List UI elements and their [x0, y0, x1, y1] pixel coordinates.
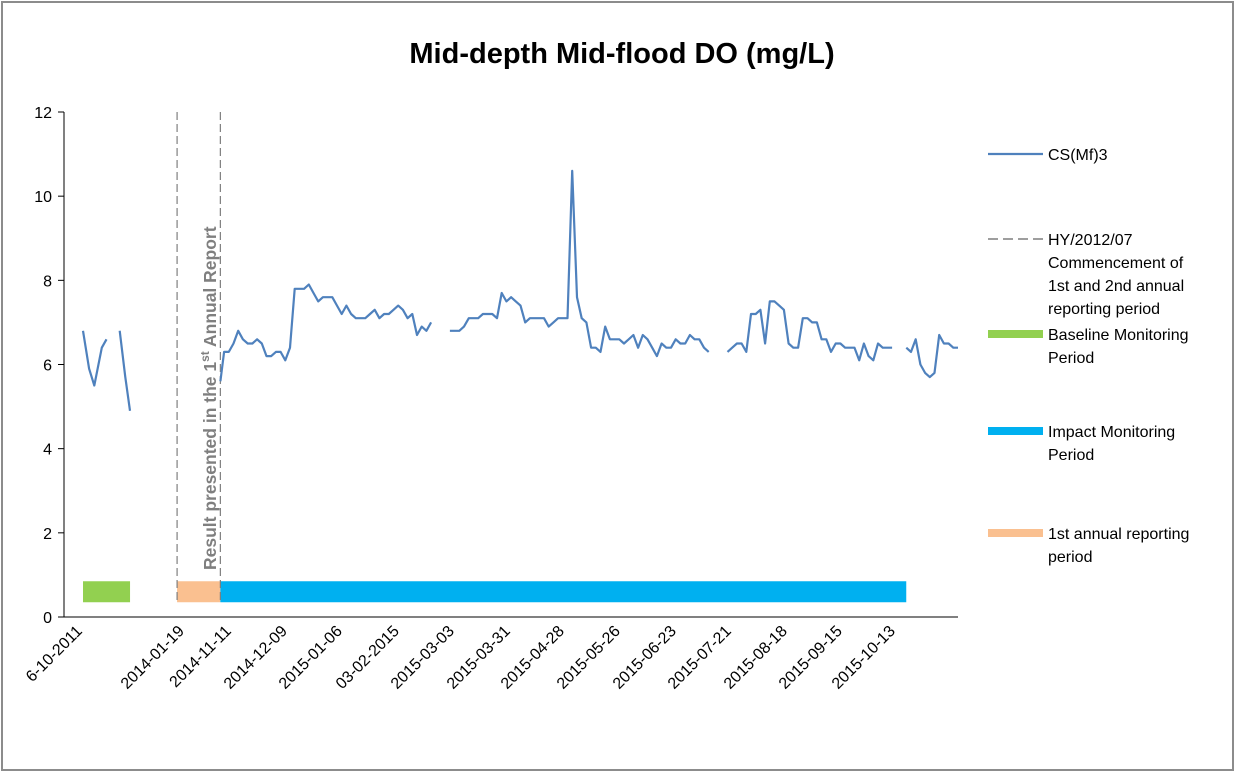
legend-label: CS(Mf)3: [1048, 147, 1108, 164]
annotation-text-main: Result presented in the 1: [200, 362, 220, 570]
y-tick-label: 10: [34, 189, 52, 206]
annotation-text-end: Annual Report: [200, 226, 220, 351]
legend-swatch-bar: [988, 529, 1043, 537]
period-bar: [220, 581, 907, 603]
series-line-segment: [118, 330, 132, 411]
series-line-segment: [726, 300, 893, 362]
legend-label: HY/2012/07: [1048, 232, 1133, 249]
y-tick-label: 8: [43, 273, 52, 290]
legend-label: Period: [1048, 447, 1094, 464]
series-line-segment: [81, 330, 108, 387]
legend-swatch-bar: [988, 427, 1043, 435]
y-tick-label: 12: [34, 105, 52, 122]
legend-label: reporting period: [1048, 301, 1160, 318]
annotation-text: Result presented in the 1st Annual Repor…: [198, 226, 220, 570]
legend-label: Commencement of: [1048, 255, 1184, 272]
y-tick-label: 6: [43, 358, 52, 375]
series-line-segment: [219, 283, 433, 382]
legend-swatch-bar: [988, 330, 1043, 338]
legend-label: period: [1048, 549, 1092, 566]
y-tick-label: 2: [43, 526, 52, 543]
legend-label: Baseline Monitoring: [1048, 327, 1189, 344]
annotation: Result presented in the 1st Annual Repor…: [198, 226, 220, 570]
x-tick-label: 6-10-2011: [23, 623, 86, 686]
period-bar: [83, 581, 131, 603]
y-tick-label: 4: [43, 442, 52, 459]
legend: CS(Mf)3 HY/2012/07 Commencement of 1st and …: [988, 147, 1189, 566]
annotation-text-sup: st: [198, 351, 212, 362]
legend-label: 1st annual reporting: [1048, 526, 1189, 543]
period-bar: [177, 581, 221, 603]
y-tick-label: 0: [43, 610, 52, 627]
chart-title: Mid-depth Mid-flood DO (mg/L): [409, 38, 834, 70]
legend-label: 1st and 2nd annual: [1048, 278, 1184, 295]
legend-label: Impact Monitoring: [1048, 424, 1175, 441]
period-bars: [83, 581, 907, 603]
series-line-segment: [449, 169, 710, 358]
legend-label: Period: [1048, 350, 1094, 367]
series-line-segment: [905, 333, 958, 379]
series-lines: [81, 169, 958, 411]
vertical-lines: [176, 112, 221, 602]
